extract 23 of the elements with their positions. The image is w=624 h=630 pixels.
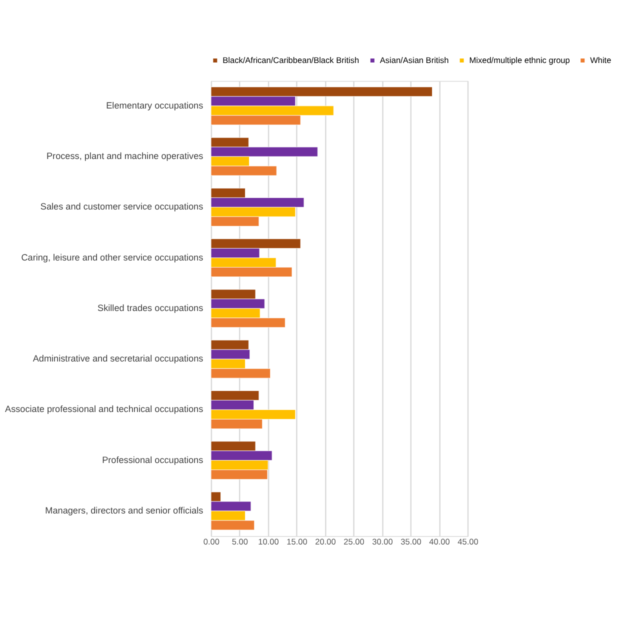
x-tick-label: 35.00 bbox=[400, 538, 422, 547]
y-tick-label: Sales and customer service occupations bbox=[40, 202, 204, 212]
y-tick-label: Professional occupations bbox=[102, 454, 204, 465]
x-tick-label: 40.00 bbox=[429, 538, 450, 547]
y-tick-label: Administrative and secretarial occupations bbox=[32, 354, 204, 364]
x-tick-label: 5.00 bbox=[232, 538, 248, 547]
legend-label: Asian/Asian British bbox=[380, 56, 450, 65]
y-tick-label: Process, plant and machine operatives bbox=[46, 151, 204, 162]
x-tick-label: 15.00 bbox=[286, 538, 308, 547]
x-tick-label: 10.00 bbox=[258, 538, 280, 547]
x-tick-label: 30.00 bbox=[372, 538, 394, 547]
legend-label: Black/African/Caribbean/Black British bbox=[222, 56, 360, 65]
y-tick-label: Skilled trades occupations bbox=[98, 302, 204, 313]
y-tick-label: Elementary occupations bbox=[106, 100, 204, 110]
x-tick-label: 20.00 bbox=[315, 538, 336, 547]
x-tick-label: 25.00 bbox=[344, 538, 365, 547]
x-tick-label: 0.00 bbox=[203, 538, 220, 547]
y-tick-label: Managers, directors and senior officials bbox=[45, 505, 204, 516]
legend-label: Mixed/multiple ethnic group bbox=[469, 56, 570, 65]
x-tick-label: 45.00 bbox=[458, 538, 479, 547]
y-tick-label: Associate professional and technical occupations bbox=[5, 404, 204, 414]
y-tick-label: Caring, leisure and other service occupations bbox=[21, 252, 204, 262]
legend-label: White bbox=[590, 56, 612, 65]
